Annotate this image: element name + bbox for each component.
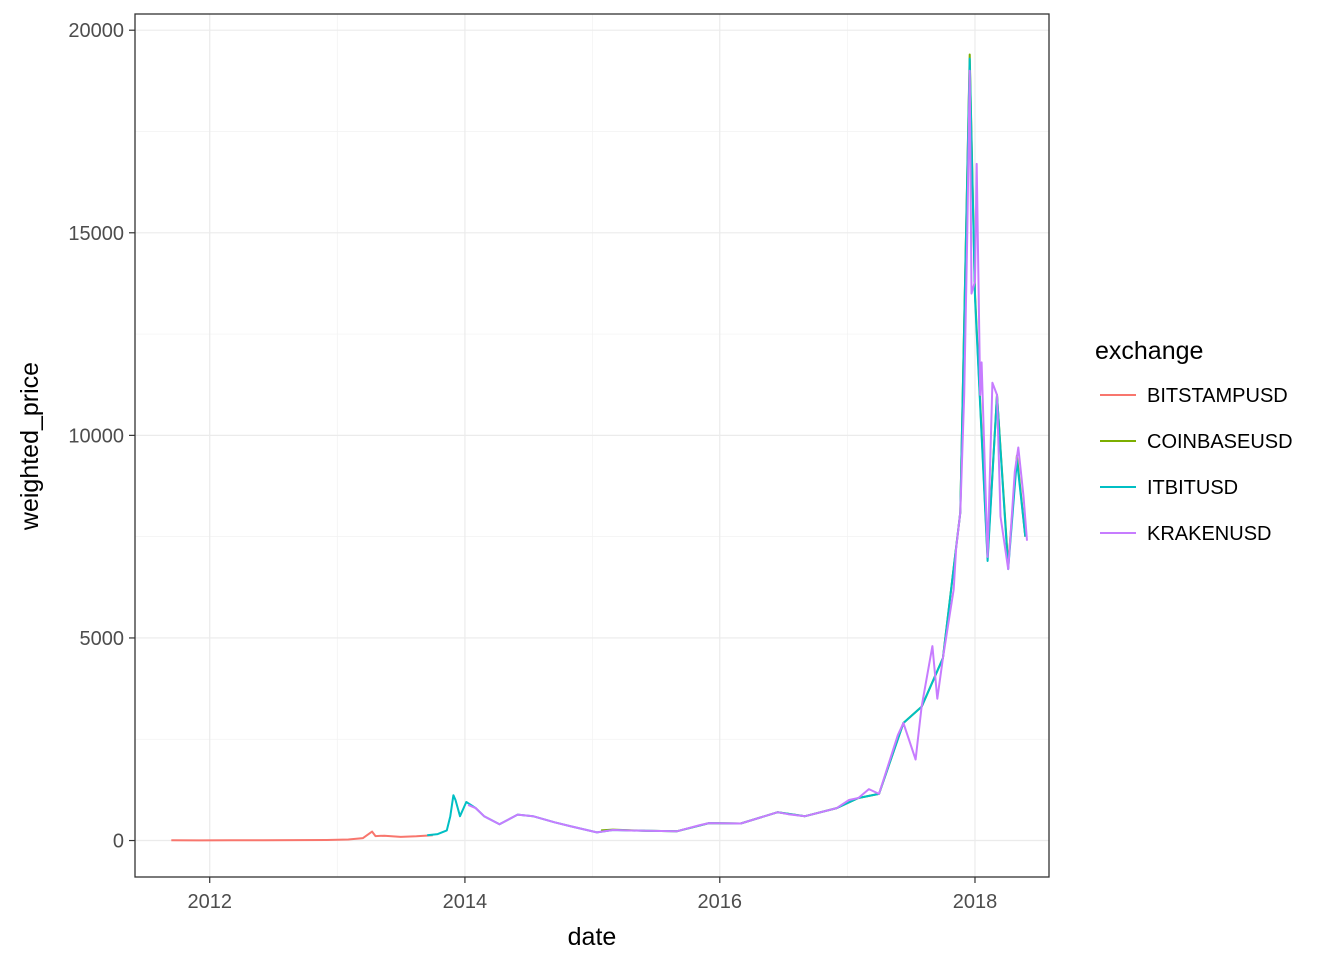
legend: exchange BITSTAMPUSD COINBASEUSD ITBITUSD K… bbox=[1095, 337, 1293, 545]
x-axis: 2012 2014 2016 2018 bbox=[187, 877, 997, 913]
y-axis: 0 5000 10000 15000 20000 bbox=[68, 20, 135, 853]
y-axis-title: weighted_price bbox=[16, 362, 44, 531]
x-tick-label: 2018 bbox=[953, 891, 998, 913]
y-tick-label: 20000 bbox=[68, 20, 124, 42]
y-tick-label: 0 bbox=[113, 831, 124, 853]
grid-minor bbox=[135, 14, 1049, 877]
y-tick-label: 10000 bbox=[68, 425, 124, 447]
legend-title: exchange bbox=[1095, 337, 1203, 365]
series-line-bitstampusd bbox=[171, 830, 433, 842]
panel-border bbox=[134, 13, 1050, 878]
x-tick-label: 2014 bbox=[443, 891, 488, 913]
x-tick-label: 2016 bbox=[698, 891, 743, 913]
y-tick-label: 15000 bbox=[68, 223, 124, 245]
legend-label-krakenusd: KRAKENUSD bbox=[1147, 523, 1271, 545]
x-axis-title: date bbox=[568, 923, 617, 951]
legend-label-bitstampusd: BITSTAMPUSD bbox=[1147, 385, 1288, 407]
legend-label-itbitusd: ITBITUSD bbox=[1147, 477, 1238, 499]
series-lines bbox=[171, 53, 1028, 842]
x-tick-label: 2012 bbox=[187, 891, 232, 913]
y-tick-label: 5000 bbox=[80, 628, 125, 650]
grid-major bbox=[135, 14, 1049, 877]
legend-label-coinbaseusd: COINBASEUSD bbox=[1147, 431, 1293, 453]
series-line-krakenusd bbox=[467, 69, 1028, 834]
series-line-itbitusd bbox=[427, 57, 1027, 837]
